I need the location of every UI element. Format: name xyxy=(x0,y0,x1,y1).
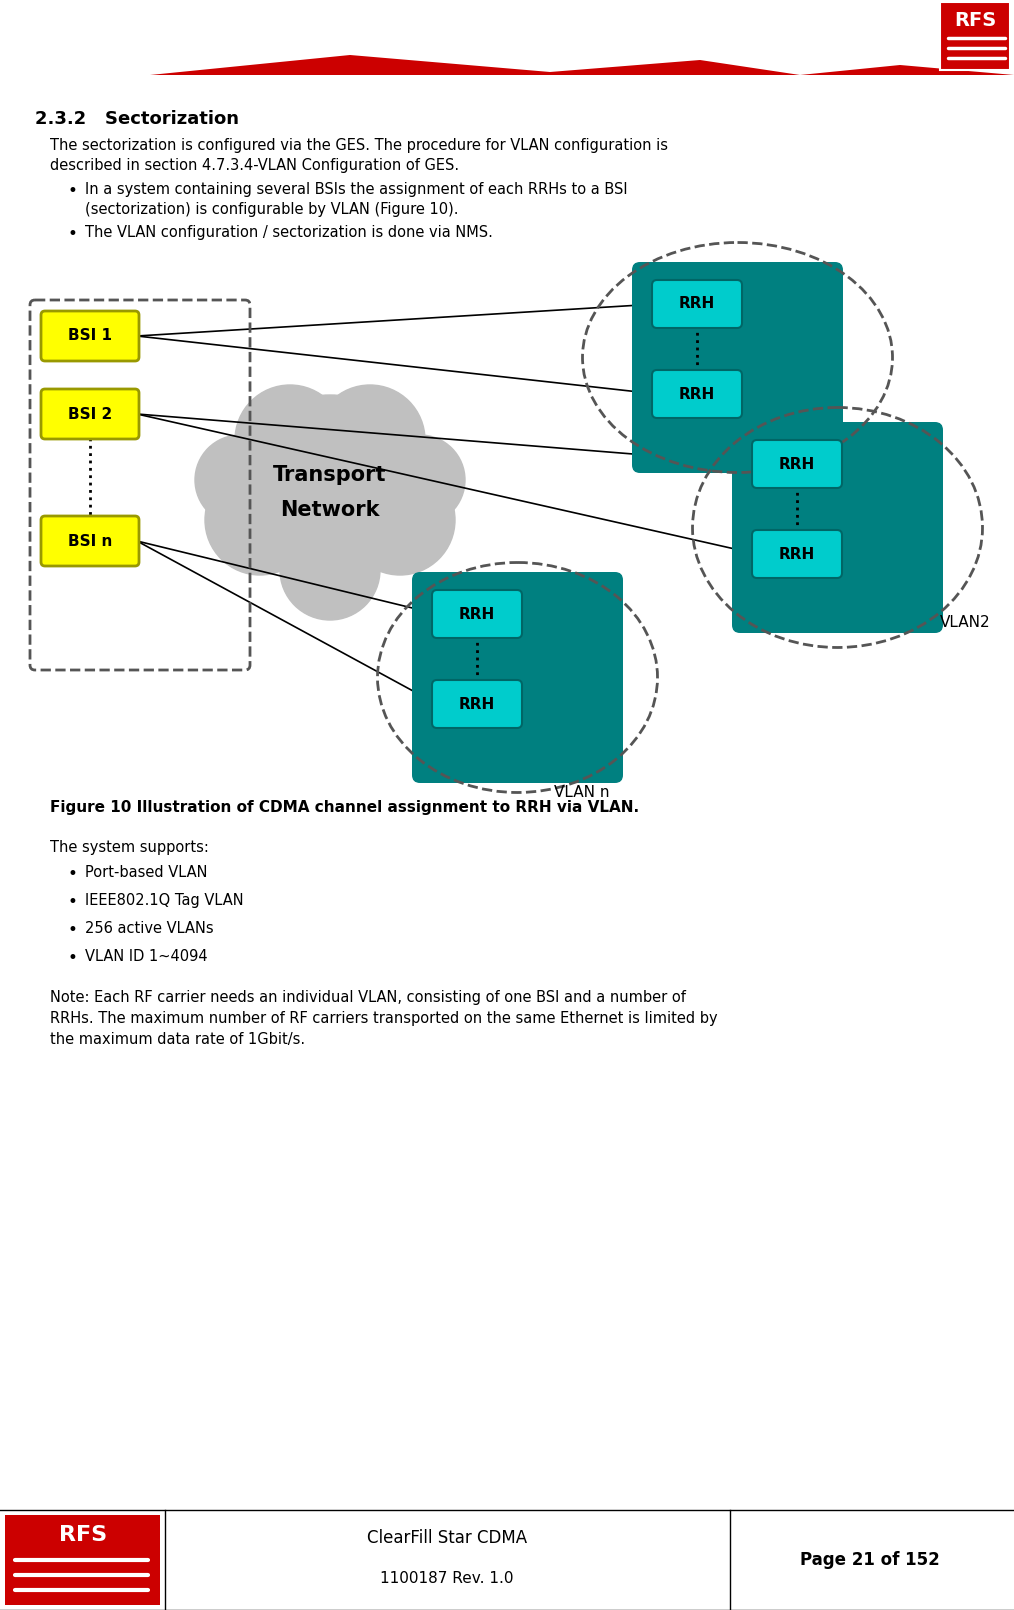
Text: 256 active VLANs: 256 active VLANs xyxy=(85,921,214,935)
Text: •: • xyxy=(68,921,78,939)
Text: The system supports:: The system supports: xyxy=(50,840,209,855)
Circle shape xyxy=(375,435,465,525)
Circle shape xyxy=(205,465,315,575)
Text: The sectorization is configured via the GES. The procedure for VLAN configuratio: The sectorization is configured via the … xyxy=(50,138,668,172)
Text: In a system containing several BSIs the assignment of each RRHs to a BSI
(sector: In a system containing several BSIs the … xyxy=(85,182,628,217)
Text: Figure 10 Illustration of CDMA channel assignment to RRH via VLAN.: Figure 10 Illustration of CDMA channel a… xyxy=(50,800,639,815)
Text: Transport: Transport xyxy=(273,465,386,485)
Text: ClearFill Star CDMA: ClearFill Star CDMA xyxy=(367,1530,527,1547)
Text: Page 21 of 152: Page 21 of 152 xyxy=(800,1550,940,1570)
FancyBboxPatch shape xyxy=(632,262,843,473)
FancyBboxPatch shape xyxy=(432,679,522,728)
FancyBboxPatch shape xyxy=(652,370,742,419)
Text: Network: Network xyxy=(280,501,380,520)
FancyBboxPatch shape xyxy=(940,2,1010,69)
FancyBboxPatch shape xyxy=(41,390,139,440)
FancyBboxPatch shape xyxy=(5,1515,160,1605)
FancyBboxPatch shape xyxy=(432,589,522,638)
Text: RRH: RRH xyxy=(779,457,815,472)
Text: •: • xyxy=(68,225,78,243)
Circle shape xyxy=(245,406,415,575)
FancyBboxPatch shape xyxy=(412,572,623,782)
Text: •: • xyxy=(68,182,78,200)
Circle shape xyxy=(235,394,425,584)
Circle shape xyxy=(195,435,285,525)
Text: Port-based VLAN: Port-based VLAN xyxy=(85,865,208,881)
Text: RFS: RFS xyxy=(954,11,996,29)
Text: VLAN1: VLAN1 xyxy=(780,475,830,489)
FancyBboxPatch shape xyxy=(752,530,842,578)
Circle shape xyxy=(315,385,425,494)
Text: •: • xyxy=(68,865,78,882)
Circle shape xyxy=(345,465,455,575)
Text: RRH: RRH xyxy=(459,697,495,712)
Text: Note: Each RF carrier needs an individual VLAN, consisting of one BSI and a numb: Note: Each RF carrier needs an individua… xyxy=(50,990,718,1046)
Text: RRH: RRH xyxy=(679,386,715,401)
FancyBboxPatch shape xyxy=(752,440,842,488)
Polygon shape xyxy=(0,0,1014,76)
Text: RRH: RRH xyxy=(779,546,815,562)
Text: RRH: RRH xyxy=(459,607,495,621)
Text: IEEE802.1Q Tag VLAN: IEEE802.1Q Tag VLAN xyxy=(85,894,243,908)
Text: 1100187 Rev. 1.0: 1100187 Rev. 1.0 xyxy=(380,1570,514,1586)
Text: RFS: RFS xyxy=(59,1525,107,1546)
Text: RRH: RRH xyxy=(679,296,715,311)
Text: BSI 2: BSI 2 xyxy=(68,406,113,422)
FancyBboxPatch shape xyxy=(0,0,1014,76)
Circle shape xyxy=(235,385,345,494)
Text: VLAN ID 1~4094: VLAN ID 1~4094 xyxy=(85,948,208,964)
FancyBboxPatch shape xyxy=(41,311,139,361)
Text: BSI 1: BSI 1 xyxy=(68,328,112,343)
Circle shape xyxy=(280,520,380,620)
Text: •: • xyxy=(68,894,78,911)
Text: •: • xyxy=(68,948,78,968)
Text: 2.3.2   Sectorization: 2.3.2 Sectorization xyxy=(35,109,239,129)
Text: The VLAN configuration / sectorization is done via NMS.: The VLAN configuration / sectorization i… xyxy=(85,225,493,240)
FancyBboxPatch shape xyxy=(652,280,742,328)
FancyBboxPatch shape xyxy=(732,422,943,633)
FancyBboxPatch shape xyxy=(41,515,139,567)
Text: RADIO FREQUENCY SYSTEMS: RADIO FREQUENCY SYSTEMS xyxy=(587,45,813,60)
Text: VLAN n: VLAN n xyxy=(555,786,610,800)
Text: BSI n: BSI n xyxy=(68,533,113,549)
Text: VLAN2: VLAN2 xyxy=(940,615,991,630)
